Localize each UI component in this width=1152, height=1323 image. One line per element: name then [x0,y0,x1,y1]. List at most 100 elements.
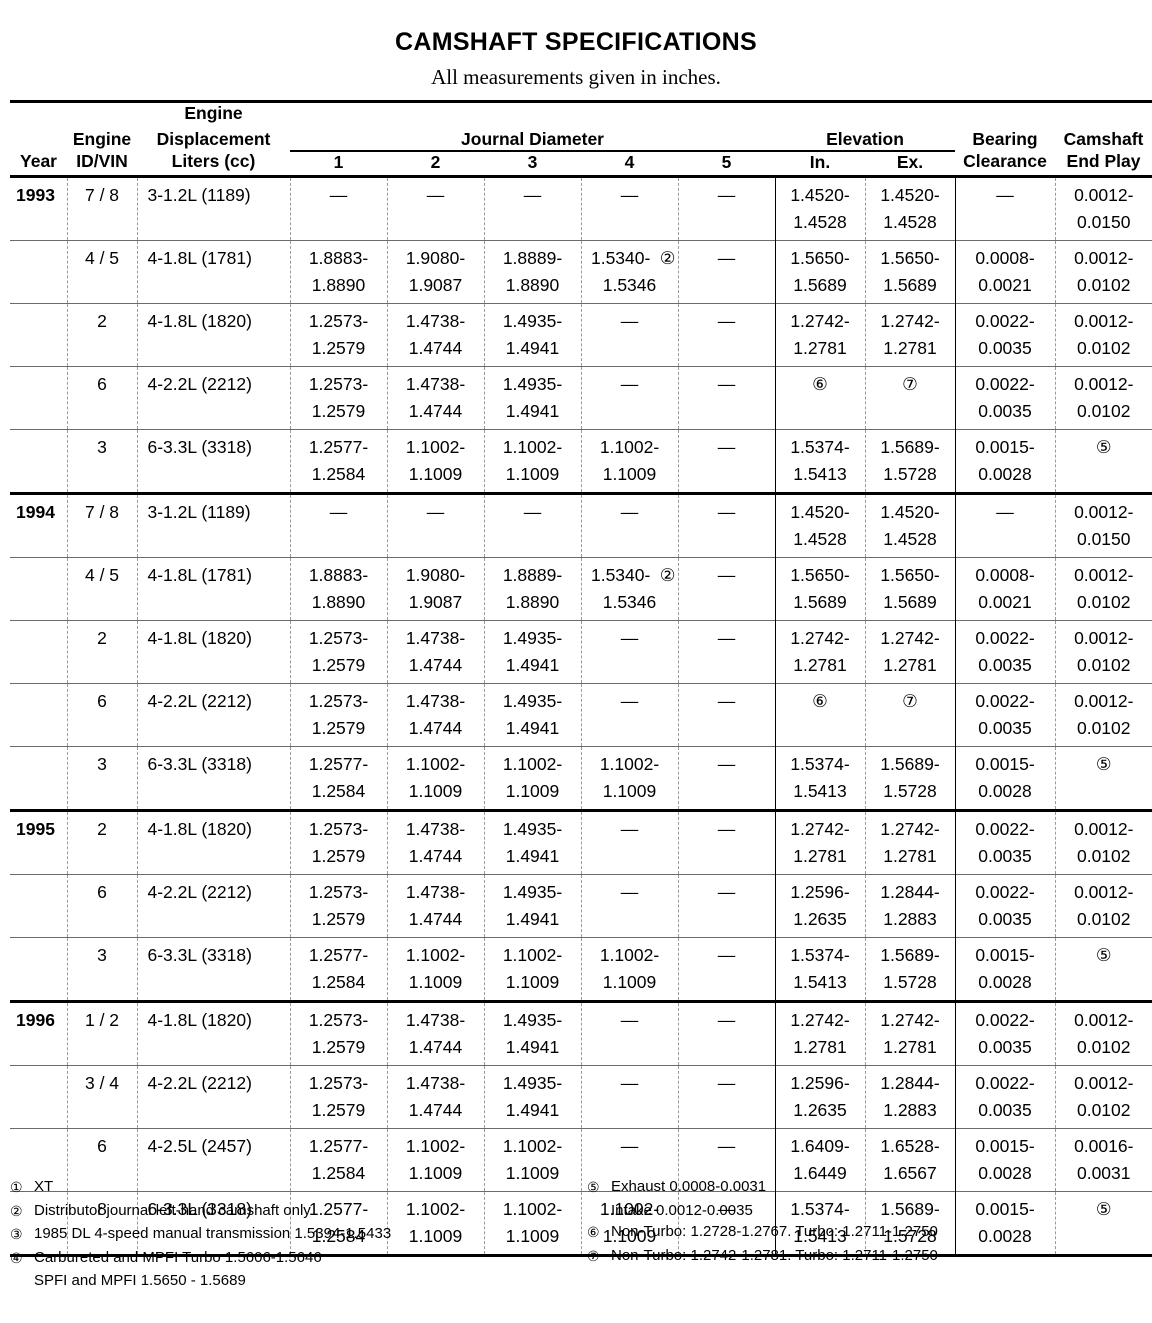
header-displacement-line1: Engine [137,103,290,129]
cell-value: 1.2573-1.2579 [291,371,387,425]
cell-value: 1.4520-1.4528 [866,499,955,553]
cell-value: 1.4520-1.4528 [776,182,865,236]
cell-value: 1.4738-1.4744 [388,1070,484,1124]
cell-engine-id: 3 [68,434,137,461]
cell-value: 0.0022-0.0035 [956,688,1055,742]
cell-engine-id: 6 [68,371,137,398]
cell-value: 0.0022-0.0035 [956,1007,1055,1061]
cell-value: 0.0012-0.0102 [1056,308,1152,362]
cell-year: 1995 [10,816,67,843]
cell-displacement: 6-3.3L (3318) [138,434,290,461]
header-elevation-exhaust: Ex. [865,151,955,177]
cell-value: 1.5650-1.5689 [776,245,865,299]
cell-value: — [679,751,775,778]
header-journal-4: 4 [581,151,678,177]
cell-value: — [582,499,678,526]
cell-value: — [485,499,581,526]
cell-value: 1.1002-1.1009 [485,434,581,488]
cell-value: ⑤ [1056,434,1152,461]
cell-value: 0.0012-0.0102 [1056,688,1152,742]
cell-value: — [582,1070,678,1097]
cell-value: ⑤ [1056,751,1152,778]
cell-value: — [582,625,678,652]
header-bearing-line1: Bearing [955,129,1055,151]
cell-value: — [291,499,387,526]
cell-value: 0.0012-0.0102 [1056,245,1152,299]
footnote-number: ④ [10,1247,34,1270]
footnote-number: ③ [10,1223,34,1246]
cell-value: — [582,1133,678,1160]
cell-displacement: 3-1.2L (1189) [138,182,290,209]
cell-value: 1.9080-1.9087 [388,562,484,616]
cell-displacement: 4-1.8L (1781) [138,562,290,589]
cell-value: 0.0012-0.0150 [1056,182,1152,236]
cell-value: ⑥ [776,371,865,398]
cell-engine-id: 6 [68,1133,137,1160]
cell-value: 1.5650-1.5689 [866,562,955,616]
cell-value: 0.0008-0.0021 [956,562,1055,616]
cell-value: 0.0012-0.0102 [1056,1070,1152,1124]
camshaft-specifications-page: CAMSHAFT SPECIFICATIONS All measurements… [0,28,1152,1323]
footnote-subtext: Intake 0.0012-0.0035 [587,1200,1142,1222]
footnote-text: Non-Turbo: 1.2728-1.2767. Turbo: 1.2711-… [611,1221,1142,1244]
cell-value: 1.4935-1.4941 [485,1007,581,1061]
cell-value: 0.0022-0.0035 [956,371,1055,425]
cell-value: — [582,371,678,398]
footnote-number: ① [10,1176,34,1199]
cell-value: 1.5689-1.5728 [866,434,955,488]
footnote-text: XT [34,1176,565,1199]
footnote-subtext: SPFI and MPFI 1.5650 - 1.5689 [10,1270,565,1292]
cell-value: 1.5374-1.5413 [776,942,865,996]
cell-engine-id: 3 / 4 [68,1070,137,1097]
cell-value: — [679,1070,775,1097]
cell-displacement: 4-2.2L (2212) [138,879,290,906]
header-row-2: Engine Displacement Journal Diameter Ele… [10,129,1152,151]
cell-value: 1.4935-1.4941 [485,879,581,933]
cell-value: — [679,308,775,335]
cell-year: 1993 [10,182,67,209]
cell-value: 1.5374-1.5413 [776,434,865,488]
footnote-text: Distributor journal left-hand camshaft o… [34,1200,565,1223]
cell-value: 0.0012-0.0102 [1056,816,1152,870]
cell-value: 1.4738-1.4744 [388,816,484,870]
cell-engine-id: 3 [68,942,137,969]
cell-value: — [679,816,775,843]
cell-value: — [582,1007,678,1034]
cell-engine-id: 4 / 5 [68,562,137,589]
cell-value: ⑦ [866,371,955,398]
cell-value: 1.4520-1.4528 [866,182,955,236]
cell-engine-id: 1 / 2 [68,1007,137,1034]
cell-engine-id: 3 [68,751,137,778]
cell-value: — [388,499,484,526]
header-bearing-line2: Clearance [955,151,1055,177]
header-row-3: Year ID/VIN Liters (cc) 1 2 3 4 5 In. Ex… [10,151,1152,177]
cell-value: 1.2742-1.2781 [776,308,865,362]
header-displacement-line2: Displacement [137,129,290,151]
cell-value: 0.0012-0.0102 [1056,625,1152,679]
cell-value: 1.1002-1.1009 [388,434,484,488]
cell-value: 1.2573-1.2579 [291,816,387,870]
cell-value: 0.0012-0.0102 [1056,562,1152,616]
page-title: CAMSHAFT SPECIFICATIONS [10,28,1142,57]
cell-value: 1.2844-1.2883 [866,879,955,933]
cell-value: 0.0012-0.0150 [1056,499,1152,553]
cell-value: — [956,499,1055,526]
footnote-number: ② [10,1200,34,1223]
cell-value: — [582,816,678,843]
cell-value: 0.0015-0.0028 [956,434,1055,488]
header-elevation-intake: In. [775,151,865,177]
cell-value: 1.2577-1.2584 [291,942,387,996]
page-subtitle: All measurements given in inches. [10,65,1142,90]
cell-value: 1.8883-1.8890 [291,562,387,616]
cell-value: 1.8889-1.8890 [485,562,581,616]
